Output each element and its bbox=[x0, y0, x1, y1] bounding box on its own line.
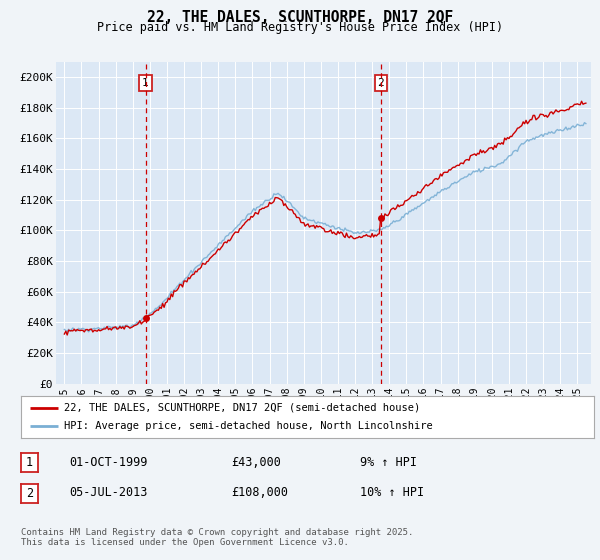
Text: 22, THE DALES, SCUNTHORPE, DN17 2QF (semi-detached house): 22, THE DALES, SCUNTHORPE, DN17 2QF (sem… bbox=[64, 403, 420, 413]
Text: HPI: Average price, semi-detached house, North Lincolnshire: HPI: Average price, semi-detached house,… bbox=[64, 421, 433, 431]
Text: 10% ↑ HPI: 10% ↑ HPI bbox=[360, 486, 424, 500]
Text: Price paid vs. HM Land Registry's House Price Index (HPI): Price paid vs. HM Land Registry's House … bbox=[97, 21, 503, 34]
Text: 9% ↑ HPI: 9% ↑ HPI bbox=[360, 455, 417, 469]
Text: 1: 1 bbox=[26, 456, 33, 469]
Text: 01-OCT-1999: 01-OCT-1999 bbox=[69, 455, 148, 469]
Text: Contains HM Land Registry data © Crown copyright and database right 2025.
This d: Contains HM Land Registry data © Crown c… bbox=[21, 528, 413, 547]
Text: 1: 1 bbox=[142, 78, 149, 88]
Text: 05-JUL-2013: 05-JUL-2013 bbox=[69, 486, 148, 500]
Text: £43,000: £43,000 bbox=[231, 455, 281, 469]
Text: £108,000: £108,000 bbox=[231, 486, 288, 500]
Text: 2: 2 bbox=[26, 487, 33, 500]
Text: 2: 2 bbox=[377, 78, 384, 88]
Text: 22, THE DALES, SCUNTHORPE, DN17 2QF: 22, THE DALES, SCUNTHORPE, DN17 2QF bbox=[147, 10, 453, 25]
